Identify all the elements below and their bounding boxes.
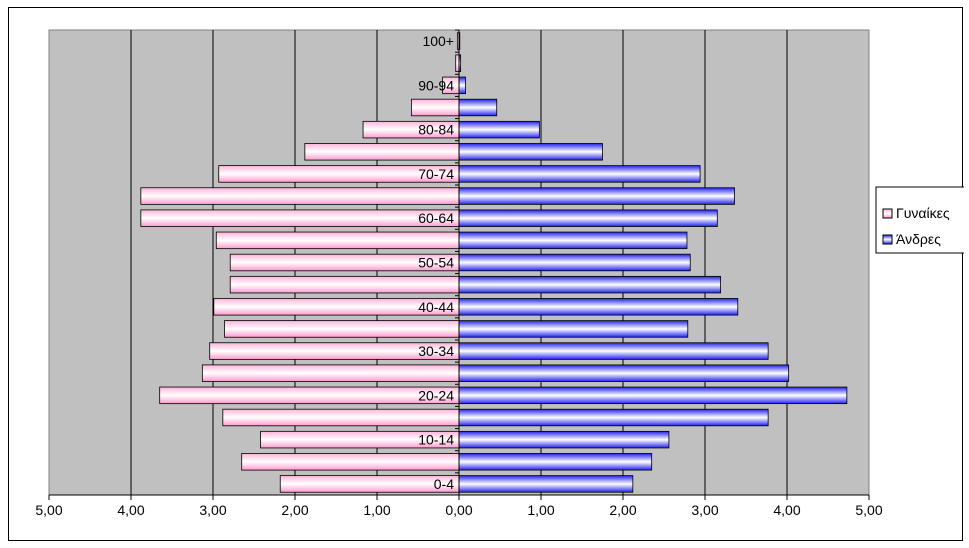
bar-men-15-19 <box>458 408 769 427</box>
bar-women-45-49 <box>229 275 460 294</box>
x-tick-label: 0,00 <box>445 502 472 518</box>
bar-men-65-69 <box>458 187 735 205</box>
x-tick-label: 2,00 <box>609 502 636 518</box>
bar-men-70-74 <box>458 165 701 183</box>
bar-women-55-59 <box>215 231 460 250</box>
bar-men-25-29 <box>458 364 790 382</box>
legend: Γυναίκες Άνδρες <box>875 186 964 254</box>
x-tick-label: 4,00 <box>117 502 144 518</box>
bar-men-35-39 <box>458 320 689 338</box>
bar-men-0-4 <box>458 475 634 493</box>
bar-men-20-24 <box>458 386 848 405</box>
bar-women-15-19 <box>222 408 460 427</box>
x-tick-label: 2,00 <box>281 502 308 518</box>
x-tick-label: 1,00 <box>527 502 554 518</box>
bar-men-90-94 <box>458 76 466 95</box>
bars <box>140 32 848 493</box>
legend-swatch-men <box>882 234 893 245</box>
category-label: 100+ <box>422 33 454 49</box>
bar-women-85-89 <box>411 98 460 117</box>
bar-men-75-79 <box>458 143 603 161</box>
bar-men-10-14 <box>458 430 670 449</box>
bar-men-80-84 <box>458 120 540 139</box>
bar-women-60-64 <box>140 209 460 227</box>
category-label: 80-84 <box>418 122 454 138</box>
category-label: 50-54 <box>418 255 454 271</box>
x-axis: 5,00 4,00 3,00 2,00 1,00 0,00 1,00 2,00 3,00 4,00… <box>35 494 883 518</box>
bar-women-65-69 <box>140 187 460 205</box>
bar-men-55-59 <box>458 231 688 250</box>
bar-men-40-44 <box>458 298 739 316</box>
x-tick-label: 3,00 <box>691 502 718 518</box>
bar-women-20-24 <box>159 386 460 405</box>
bar-women-25-29 <box>201 364 460 382</box>
category-label: 20-24 <box>418 387 454 403</box>
category-label: 10-14 <box>418 432 454 448</box>
category-label: 60-64 <box>418 210 454 226</box>
category-label: 40-44 <box>418 299 454 315</box>
legend-label-men: Άνδρες <box>896 231 941 247</box>
category-label: 0-4 <box>434 476 454 492</box>
bar-women-35-39 <box>224 320 460 338</box>
bar-women-5-9 <box>241 453 460 471</box>
bar-women-75-79 <box>304 143 460 161</box>
x-tick-label: 4,00 <box>773 502 800 518</box>
category-label: 70-74 <box>418 166 454 182</box>
bar-men-60-64 <box>458 209 718 227</box>
bar-men-45-49 <box>458 275 721 294</box>
bar-women-0-4 <box>279 475 460 493</box>
bar-men-30-34 <box>458 342 769 360</box>
x-tick-label: 5,00 <box>855 502 882 518</box>
legend-label-women: Γυναίκες <box>896 205 950 221</box>
category-label: 90-94 <box>418 77 454 93</box>
x-tick-label: 5,00 <box>35 502 62 518</box>
chart-frame: 5,00 4,00 3,00 2,00 1,00 0,00 1,00 2,00 3,00 4,00… <box>8 7 964 541</box>
x-tick-label: 3,00 <box>199 502 226 518</box>
bar-men-50-54 <box>458 253 691 272</box>
bar-men-85-89 <box>458 98 498 117</box>
x-tick-label: 1,00 <box>363 502 390 518</box>
category-label: 30-34 <box>418 343 454 359</box>
legend-swatch-women <box>882 208 893 219</box>
bar-men-5-9 <box>458 453 653 471</box>
category-labels: 0-4 10-14 20-24 30-34 40-44 50-54 60-64 70-74 80… <box>418 29 460 495</box>
population-pyramid-chart: 5,00 4,00 3,00 2,00 1,00 0,00 1,00 2,00 3,00 4,00… <box>35 29 964 518</box>
